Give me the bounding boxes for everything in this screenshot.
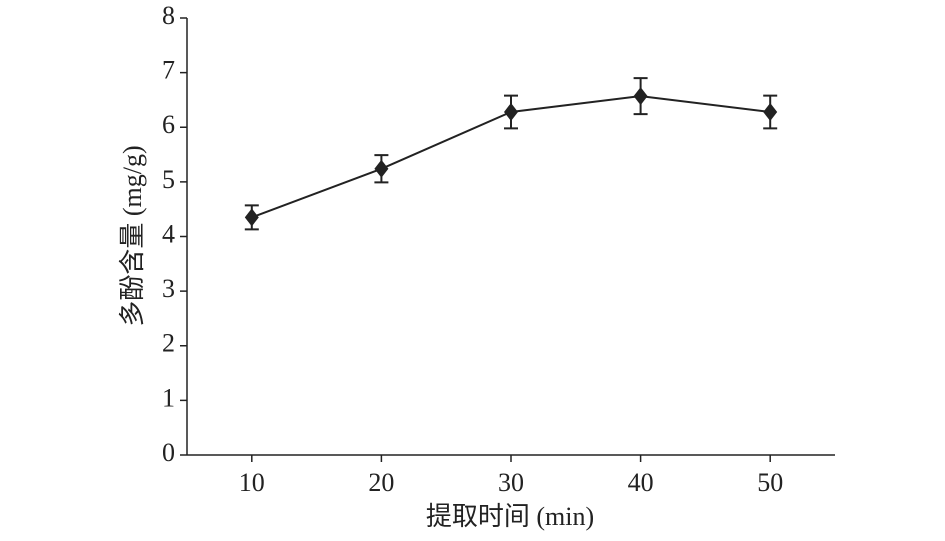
y-tick-label: 8 xyxy=(162,1,175,30)
y-tick-label: 5 xyxy=(162,165,175,194)
y-tick-label: 1 xyxy=(162,383,175,412)
y-tick-label: 2 xyxy=(162,329,175,358)
x-tick-label: 30 xyxy=(498,468,524,497)
y-tick-label: 6 xyxy=(162,110,175,139)
x-tick-label: 10 xyxy=(239,468,265,497)
x-axis-label: 提取时间 (min) xyxy=(426,502,594,531)
y-tick-label: 4 xyxy=(162,219,175,248)
x-tick-label: 50 xyxy=(757,468,783,497)
marker xyxy=(763,102,778,121)
y-tick-label: 0 xyxy=(162,438,175,467)
marker xyxy=(374,159,389,178)
marker xyxy=(504,102,518,121)
marker xyxy=(244,208,259,227)
x-tick-label: 20 xyxy=(368,468,394,497)
marker xyxy=(633,87,648,106)
y-tick-label: 3 xyxy=(162,274,175,303)
x-tick-label: 40 xyxy=(628,468,654,497)
y-axis-label: 多酚含量 (mg/g) xyxy=(118,145,147,326)
y-tick-label: 7 xyxy=(162,56,175,85)
